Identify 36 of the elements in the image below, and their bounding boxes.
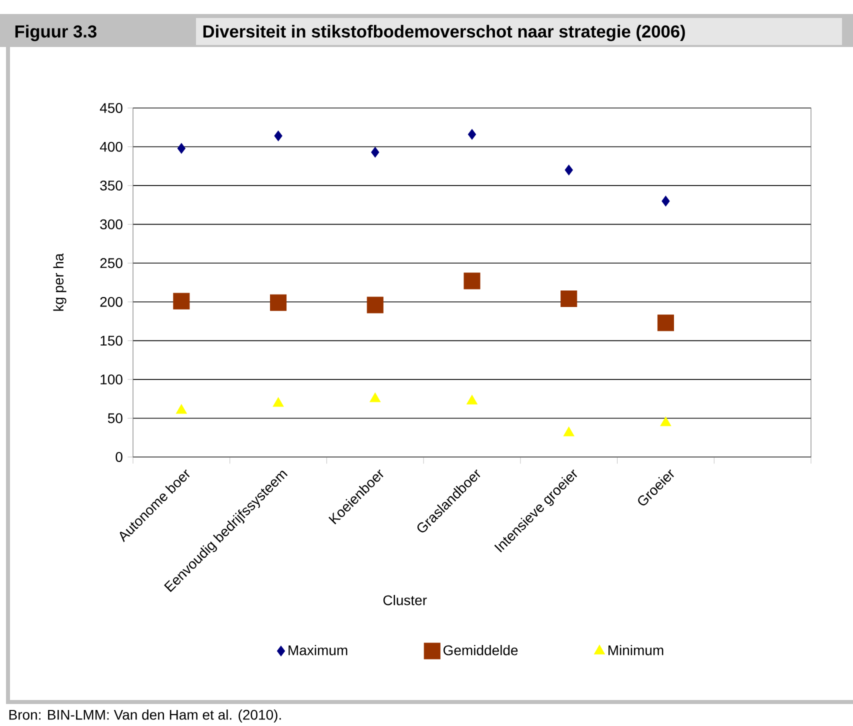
y-tick-label: 150: [100, 336, 122, 346]
point: [464, 272, 480, 290]
point: [370, 392, 381, 402]
point: [657, 314, 674, 332]
y-tick-label: 300: [100, 219, 122, 230]
y-tick-label: 200: [100, 296, 122, 307]
point: [660, 416, 672, 426]
point: [177, 142, 186, 154]
y-tick-label: 350: [100, 180, 122, 191]
point: [466, 394, 478, 404]
point: [272, 397, 284, 407]
point: [563, 426, 574, 436]
point: [173, 292, 190, 310]
point: [468, 129, 476, 140]
chart-title: Diversiteit in stikstofbodemoverschot naar strategie (2006): [203, 24, 685, 42]
x-axis-title: Cluster: [383, 594, 427, 606]
point: [366, 296, 384, 314]
point: [560, 290, 578, 308]
y-tick-label: 100: [100, 374, 122, 384]
y-tick-label: 0: [116, 452, 122, 462]
text: Bron: BIN-LMM: Van den Ham et al. (2010).: [9, 709, 281, 723]
legend-label: Maximum: [288, 644, 348, 656]
y-tick-label: 50: [108, 413, 122, 424]
y-tick-label: 250: [100, 258, 122, 268]
point: [176, 404, 187, 414]
y-tick-label: 400: [100, 142, 122, 152]
y-axis-title: kg per ha: [53, 253, 66, 311]
legend-label: Gemiddelde: [444, 644, 518, 656]
y-tick-label: 450: [100, 103, 122, 113]
point: [270, 294, 287, 311]
legend-label: Minimum: [608, 644, 664, 656]
point: [564, 164, 573, 176]
point: [371, 146, 380, 158]
point: [274, 130, 282, 142]
text: Figuur 3.3: [15, 24, 96, 42]
point: [662, 196, 670, 206]
